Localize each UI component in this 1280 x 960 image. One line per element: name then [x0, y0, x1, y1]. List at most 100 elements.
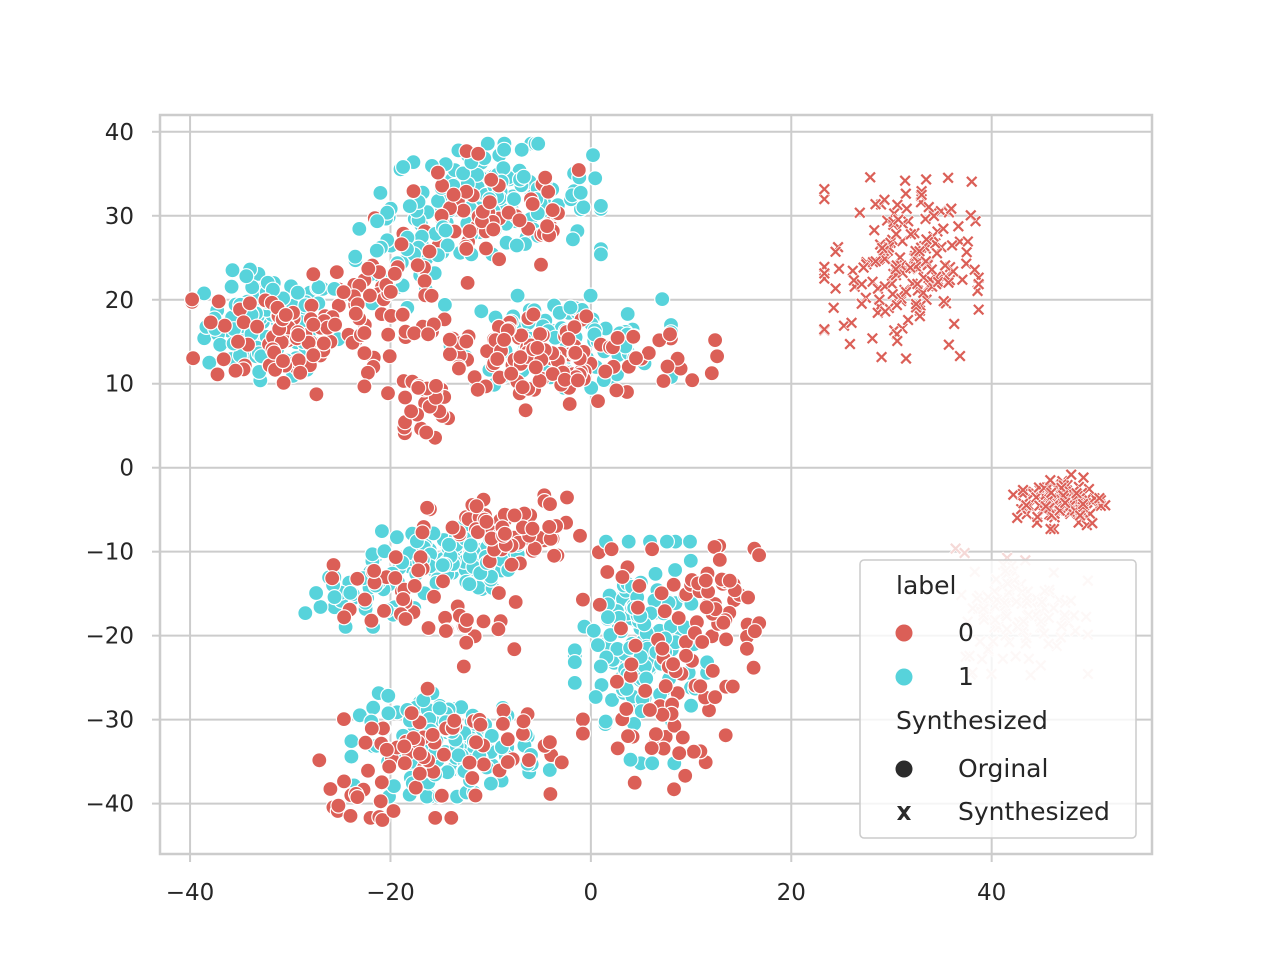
- data-point-label-0: [305, 347, 322, 364]
- data-point-label-0: [538, 218, 556, 235]
- data-point-label-0: [578, 308, 595, 325]
- data-point-label-0: [545, 547, 563, 564]
- data-point-label-0: [706, 332, 724, 349]
- data-point-label-0: [469, 523, 486, 541]
- data-point-label-0: [434, 573, 452, 590]
- data-point-label-0: [520, 751, 538, 769]
- data-point-label-1: [223, 278, 240, 295]
- data-point-synthesized: [865, 331, 879, 345]
- data-point-synthesized: [886, 287, 900, 301]
- y-tick-label: −20: [85, 624, 134, 650]
- data-point-synthesized: [960, 245, 974, 259]
- data-point-synthesized: [817, 192, 831, 206]
- data-point-synthesized: [857, 261, 870, 274]
- legend-marker-label-1: [895, 668, 913, 686]
- data-point-synthesized: [1044, 486, 1058, 500]
- data-point-label-0: [403, 704, 420, 722]
- data-point-synthesized: [955, 273, 969, 287]
- legend: label 0 1 Synthesized Orginal Synthesize…: [859, 559, 1137, 839]
- data-point-synthesized: [869, 254, 883, 268]
- data-point-label-0: [229, 333, 247, 350]
- data-point-label-0: [315, 335, 332, 352]
- data-point-label-0: [420, 326, 437, 343]
- data-point-label-0: [608, 382, 625, 399]
- data-point-label-1: [592, 246, 610, 263]
- data-point-label-0: [328, 264, 345, 281]
- data-point-synthesized: [958, 546, 972, 560]
- legend-marker-orginal: [895, 760, 913, 778]
- plot-frame: [158, 113, 1154, 856]
- data-point-label-0: [553, 754, 570, 771]
- data-point-label-0: [541, 496, 559, 513]
- data-point-label-0: [395, 590, 412, 608]
- data-point-label-0: [444, 519, 461, 536]
- data-point-label-0: [322, 780, 339, 798]
- data-point-synthesized: [829, 245, 842, 259]
- data-point-label-0: [540, 183, 557, 200]
- data-point-label-1: [658, 533, 676, 550]
- data-point-label-0: [697, 572, 714, 589]
- data-point-label-0: [494, 715, 511, 733]
- data-point-synthesized: [947, 317, 961, 331]
- data-point-synthesized: [846, 264, 860, 278]
- data-point-label-0: [711, 551, 728, 569]
- data-point-synthesized: [1019, 498, 1033, 512]
- data-point-label-0: [330, 797, 347, 814]
- data-point-label-0: [455, 202, 472, 219]
- data-point-label-0: [379, 385, 397, 402]
- data-point-label-0: [342, 807, 359, 825]
- data-point-synthesized: [913, 244, 926, 258]
- data-point-synthesized: [867, 223, 881, 237]
- data-point-label-0: [472, 716, 489, 733]
- data-point-label-0: [674, 729, 691, 746]
- data-point-synthesized: [817, 182, 831, 196]
- data-point-label-0: [558, 489, 576, 506]
- data-point-label-0: [643, 739, 660, 757]
- x-tick-label: 0: [584, 880, 599, 906]
- data-point-synthesized: [913, 309, 927, 323]
- data-point-label-0: [411, 745, 428, 762]
- data-point-label-0: [708, 348, 726, 365]
- data-point-synthesized: [1085, 516, 1099, 530]
- data-point-label-1: [455, 165, 472, 182]
- data-point-label-1: [619, 305, 636, 323]
- data-point-label-1: [440, 536, 458, 553]
- data-point-label-1: [682, 552, 699, 569]
- data-point-synthesized: [855, 297, 869, 311]
- data-point-synthesized: [900, 202, 914, 216]
- data-point-label-0: [464, 769, 481, 787]
- data-point-label-0: [750, 547, 768, 564]
- data-point-label-0: [655, 372, 672, 390]
- data-point-label-0: [387, 548, 404, 566]
- data-point-label-0: [290, 326, 307, 344]
- data-point-label-1: [351, 220, 368, 237]
- data-point-label-0: [698, 599, 715, 616]
- data-point-synthesized: [878, 304, 892, 318]
- data-point-synthesized: [1039, 499, 1053, 513]
- data-point-label-1: [566, 653, 583, 671]
- data-point-label-0: [305, 266, 322, 283]
- data-point-label-0: [275, 374, 292, 391]
- data-point-synthesized: [901, 313, 915, 327]
- data-point-label-0: [503, 365, 520, 382]
- data-point-label-0: [561, 395, 578, 413]
- legend-label-1: 1: [958, 662, 974, 691]
- data-point-label-0: [349, 788, 366, 806]
- data-point-synthesized: [919, 173, 933, 186]
- data-point-label-0: [490, 621, 507, 638]
- data-point-label-0: [637, 682, 654, 700]
- data-point-label-0: [410, 379, 427, 396]
- data-point-label-0: [336, 609, 353, 626]
- data-point-label-0: [445, 186, 462, 203]
- data-point-label-0: [665, 781, 683, 798]
- data-point-label-0: [446, 712, 463, 729]
- data-point-label-0: [380, 326, 397, 343]
- data-point-label-0: [656, 603, 673, 620]
- data-point-label-0: [396, 755, 413, 772]
- data-point-label-0: [589, 393, 607, 410]
- data-point-label-0: [419, 680, 436, 697]
- data-point-synthesized: [903, 261, 917, 275]
- data-point-label-0: [525, 306, 542, 323]
- data-point-synthesized: [1092, 491, 1106, 505]
- legend-label-synthesized: Synthesized: [958, 797, 1110, 826]
